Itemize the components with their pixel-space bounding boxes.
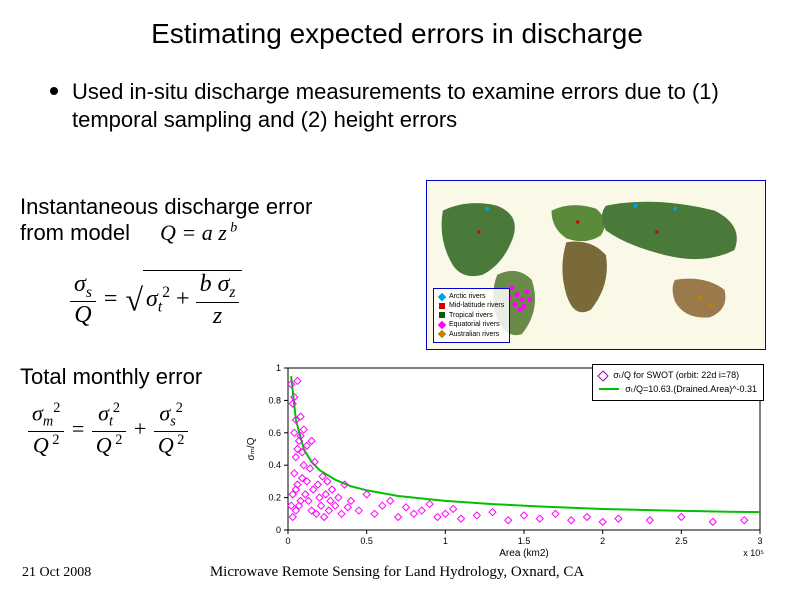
- svg-text:0.8: 0.8: [268, 395, 281, 405]
- bullet-text: Used in-situ discharge measurements to e…: [72, 78, 754, 133]
- svg-text:0.2: 0.2: [268, 493, 281, 503]
- bullet-item: Used in-situ discharge measurements to e…: [50, 78, 754, 133]
- chart-legend: σₜ/Q for SWOT (orbit: 22d i=78) σₜ/Q=10.…: [592, 364, 764, 401]
- total-error-text: Total monthly error: [20, 364, 202, 390]
- svg-text:0.4: 0.4: [268, 460, 281, 470]
- svg-text:1: 1: [276, 363, 281, 373]
- svg-text:0: 0: [285, 536, 290, 546]
- svg-text:2.5: 2.5: [675, 536, 688, 546]
- legend-marker-icon: [598, 370, 609, 381]
- bullet-icon: [50, 87, 58, 95]
- svg-text:0: 0: [276, 525, 281, 535]
- legend-line-icon: [599, 388, 619, 390]
- svg-text:2: 2: [600, 536, 605, 546]
- inst-err-line1: Instantaneous discharge error: [20, 194, 312, 220]
- svg-text:0.5: 0.5: [360, 536, 373, 546]
- error-chart: 0 0.5 1 1.5 2 2.5 3 0 0.2 0.4 0.6 0.8 1 Area (km2) x 1…: [240, 360, 770, 560]
- svg-text:1.5: 1.5: [518, 536, 531, 546]
- svg-text:x 10⁵: x 10⁵: [743, 548, 764, 558]
- svg-text:Area (km2): Area (km2): [499, 548, 548, 559]
- map-legend: Arctic riversMid-latitude riversTropical…: [433, 288, 510, 343]
- slide-title: Estimating expected errors in discharge: [0, 0, 794, 50]
- slide-footer: Microwave Remote Sensing for Land Hydrol…: [0, 564, 794, 581]
- equation-1: σsQ = √σt2 + b σzz: [70, 270, 242, 330]
- svg-text:σₘ/Q: σₘ/Q: [246, 437, 257, 460]
- model-equation: Q = a z b: [160, 220, 237, 246]
- svg-text:1: 1: [443, 536, 448, 546]
- equation-2: σm2Q 2 = σt2Q 2 + σs2Q 2: [28, 400, 188, 458]
- svg-text:3: 3: [757, 536, 762, 546]
- svg-text:0.6: 0.6: [268, 428, 281, 438]
- world-map: Arctic riversMid-latitude riversTropical…: [426, 180, 766, 350]
- legend-label-2: σₜ/Q=10.63.(Drained.Area)^-0.31: [625, 383, 757, 397]
- legend-label-1: σₜ/Q for SWOT (orbit: 22d i=78): [613, 369, 739, 383]
